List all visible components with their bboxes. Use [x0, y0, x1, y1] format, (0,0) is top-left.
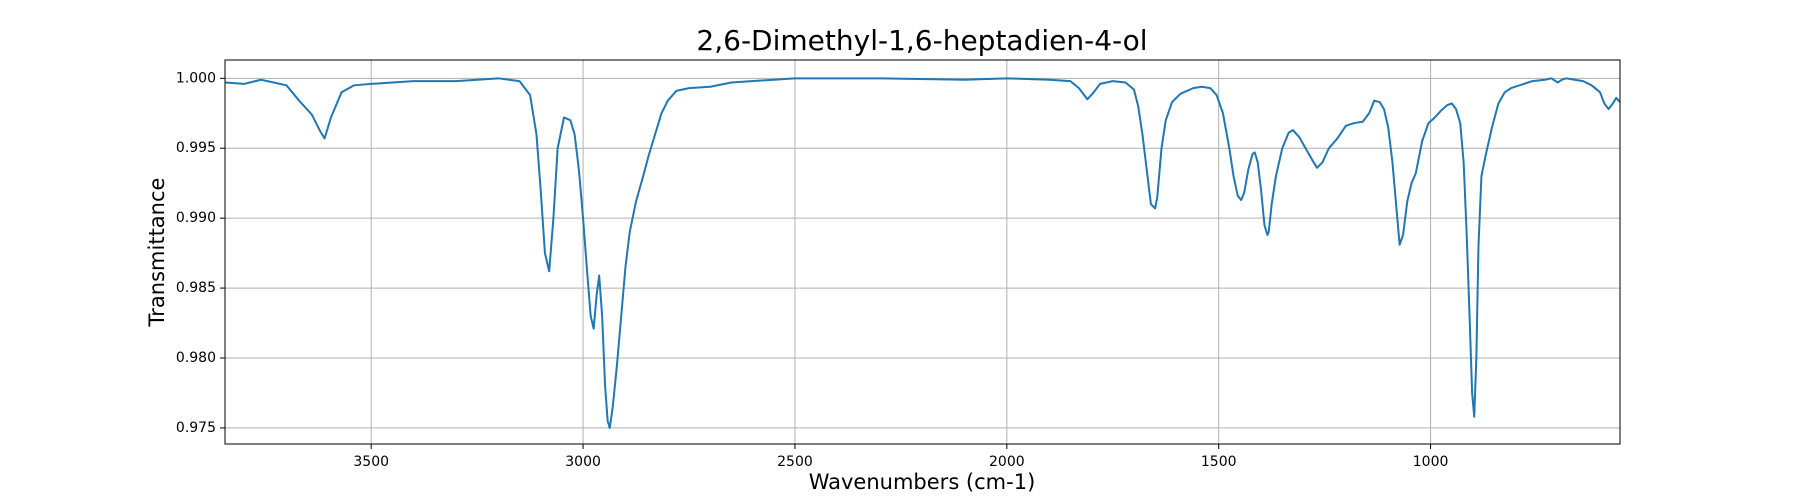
x-tick-label: 3500: [353, 454, 389, 470]
y-tick-label: 0.990: [176, 210, 216, 226]
chart-title: 2,6-Dimethyl-1,6-heptadien-4-ol: [696, 24, 1147, 57]
x-tick-label: 2000: [989, 454, 1025, 470]
y-tick-label: 0.995: [176, 140, 216, 156]
x-axis-label: Wavenumbers (cm-1): [809, 470, 1036, 494]
spectrum-line: [224, 77, 1621, 429]
x-tick-label: 2500: [777, 454, 813, 470]
y-tick-label: 1.000: [176, 70, 216, 86]
y-tick-label: 0.975: [176, 420, 216, 436]
y-tick-label: 0.980: [176, 350, 216, 366]
x-tick-label: 1000: [1413, 454, 1449, 470]
y-axis-label: Transmittance: [145, 178, 169, 328]
plot-frame: [224, 59, 1621, 445]
y-tick-label: 0.985: [176, 280, 216, 296]
x-tick-label: 1500: [1201, 454, 1237, 470]
x-tick-label: 3000: [565, 454, 601, 470]
